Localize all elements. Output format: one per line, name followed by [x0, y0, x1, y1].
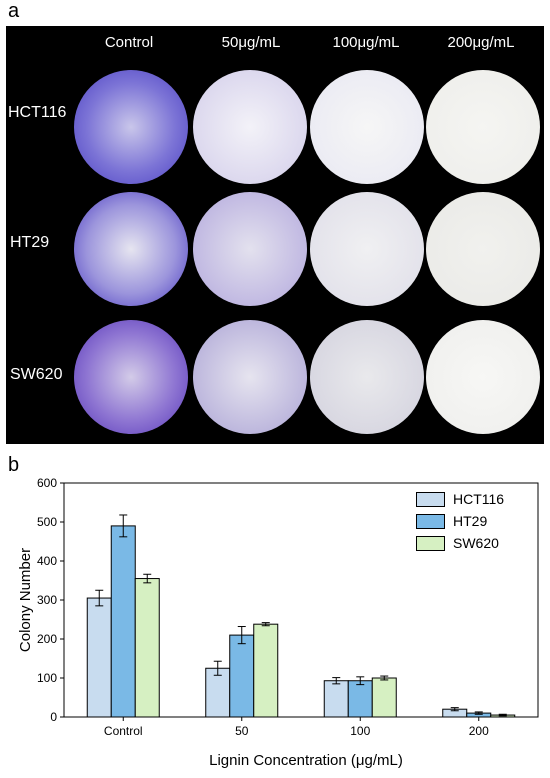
legend-item-ht29: HT29 — [416, 510, 504, 532]
x-tick-label: 100 — [350, 724, 370, 738]
panel-b-label: b — [8, 454, 20, 476]
legend-label-ht29: HT29 — [453, 513, 488, 529]
plate-sw620-50 — [193, 320, 307, 434]
plate-sw620-100 — [310, 320, 424, 434]
plate-ht29-control — [74, 192, 188, 306]
y-tick-label: 400 — [37, 554, 57, 568]
bar-hct116-0 — [86, 597, 112, 718]
plate-ht29-200 — [426, 192, 540, 306]
column-label-200: 200μg/mL — [447, 34, 515, 51]
plate-sw620-200 — [426, 320, 540, 434]
legend-swatch-hct116 — [416, 491, 445, 507]
y-tick-label: 600 — [37, 476, 57, 490]
x-tick-label: 50 — [235, 724, 249, 738]
y-axis-label: Colony Number — [17, 548, 34, 652]
bar-ht29-1 — [229, 634, 255, 718]
x-tick-label: 200 — [469, 724, 489, 738]
row-label-ht29: HT29 — [10, 234, 50, 251]
bar-ht29-0 — [110, 525, 136, 718]
plate-hct116-100 — [310, 70, 424, 184]
column-label-100: 100μg/mL — [332, 34, 400, 51]
bar-sw620-2 — [371, 677, 397, 718]
y-tick-label: 0 — [50, 710, 57, 724]
plate-hct116-50 — [193, 70, 307, 184]
column-label-50: 50μg/mL — [221, 34, 281, 51]
y-tick-label: 500 — [37, 515, 57, 529]
panel-a-label: a — [8, 0, 20, 22]
legend-swatch-ht29 — [416, 513, 445, 529]
plate-hct116-200 — [426, 70, 540, 184]
colony-plate-photo: Control 50μg/mL 100μg/mL 200μg/mL HCT116… — [6, 26, 544, 444]
bar-sw620-0 — [134, 578, 160, 718]
bar-sw620-1 — [253, 623, 279, 718]
plate-ht29-50 — [193, 192, 307, 306]
legend-label-sw620: SW620 — [453, 535, 499, 551]
plate-ht29-100 — [310, 192, 424, 306]
legend-label-hct116: HCT116 — [453, 491, 505, 507]
y-tick-label: 100 — [37, 671, 57, 685]
row-label-hct116: HCT116 — [8, 104, 67, 121]
chart-legend: HCT116 HT29 SW620 — [416, 488, 504, 554]
legend-swatch-sw620 — [416, 535, 445, 551]
x-tick-label: Control — [104, 724, 143, 738]
y-tick-label: 200 — [37, 632, 57, 646]
legend-item-sw620: SW620 — [416, 532, 504, 554]
x-axis-label: Lignin Concentration (μg/mL) — [209, 752, 403, 769]
column-label-control: Control — [104, 34, 154, 51]
legend-item-hct116: HCT116 — [416, 488, 504, 510]
plate-sw620-control — [74, 320, 188, 434]
row-label-sw620: SW620 — [10, 366, 63, 383]
bar-hct116-2 — [323, 680, 349, 718]
bar-ht29-2 — [347, 680, 373, 718]
plate-hct116-control — [74, 70, 188, 184]
y-tick-label: 300 — [37, 593, 57, 607]
